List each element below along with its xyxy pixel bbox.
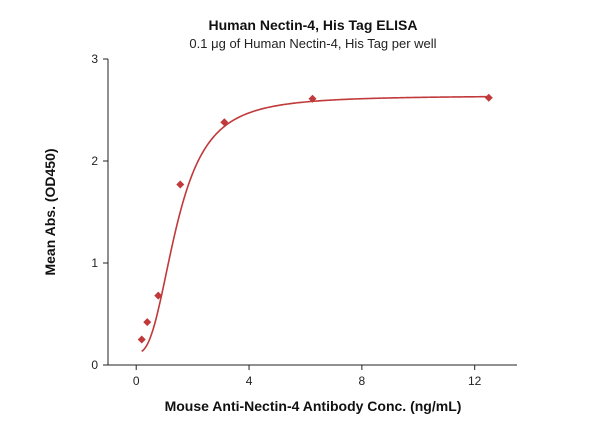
y-tick-label: 0 (91, 358, 98, 372)
x-tick-label: 0 (133, 374, 140, 388)
y-tick-label: 3 (91, 52, 98, 66)
chart-subtitle: 0.1 μg of Human Nectin-4, His Tag per we… (189, 36, 436, 51)
data-point-diamond (154, 291, 163, 300)
y-axis-label: Mean Abs. (OD450) (42, 148, 58, 275)
y-axis-ticks: 0 1 2 3 (91, 52, 108, 372)
x-tick-label: 12 (468, 374, 482, 388)
data-point-diamond (308, 94, 317, 103)
x-axis-ticks: 0 4 8 12 (133, 365, 482, 388)
y-tick-label: 2 (91, 154, 98, 168)
data-point-diamond (176, 180, 185, 189)
x-axis-label: Mouse Anti-Nectin-4 Antibody Conc. (ng/m… (165, 398, 462, 414)
x-tick-label: 4 (246, 374, 253, 388)
data-point-diamond (484, 93, 493, 102)
data-point-diamond (137, 335, 146, 344)
fit-curve (141, 95, 489, 352)
x-tick-label: 8 (359, 374, 366, 388)
data-point-diamond (220, 118, 229, 127)
data-point-diamond (143, 318, 152, 327)
data-points (137, 93, 493, 344)
y-tick-label: 1 (91, 256, 98, 270)
chart-title: Human Nectin-4, His Tag ELISA (209, 17, 418, 33)
